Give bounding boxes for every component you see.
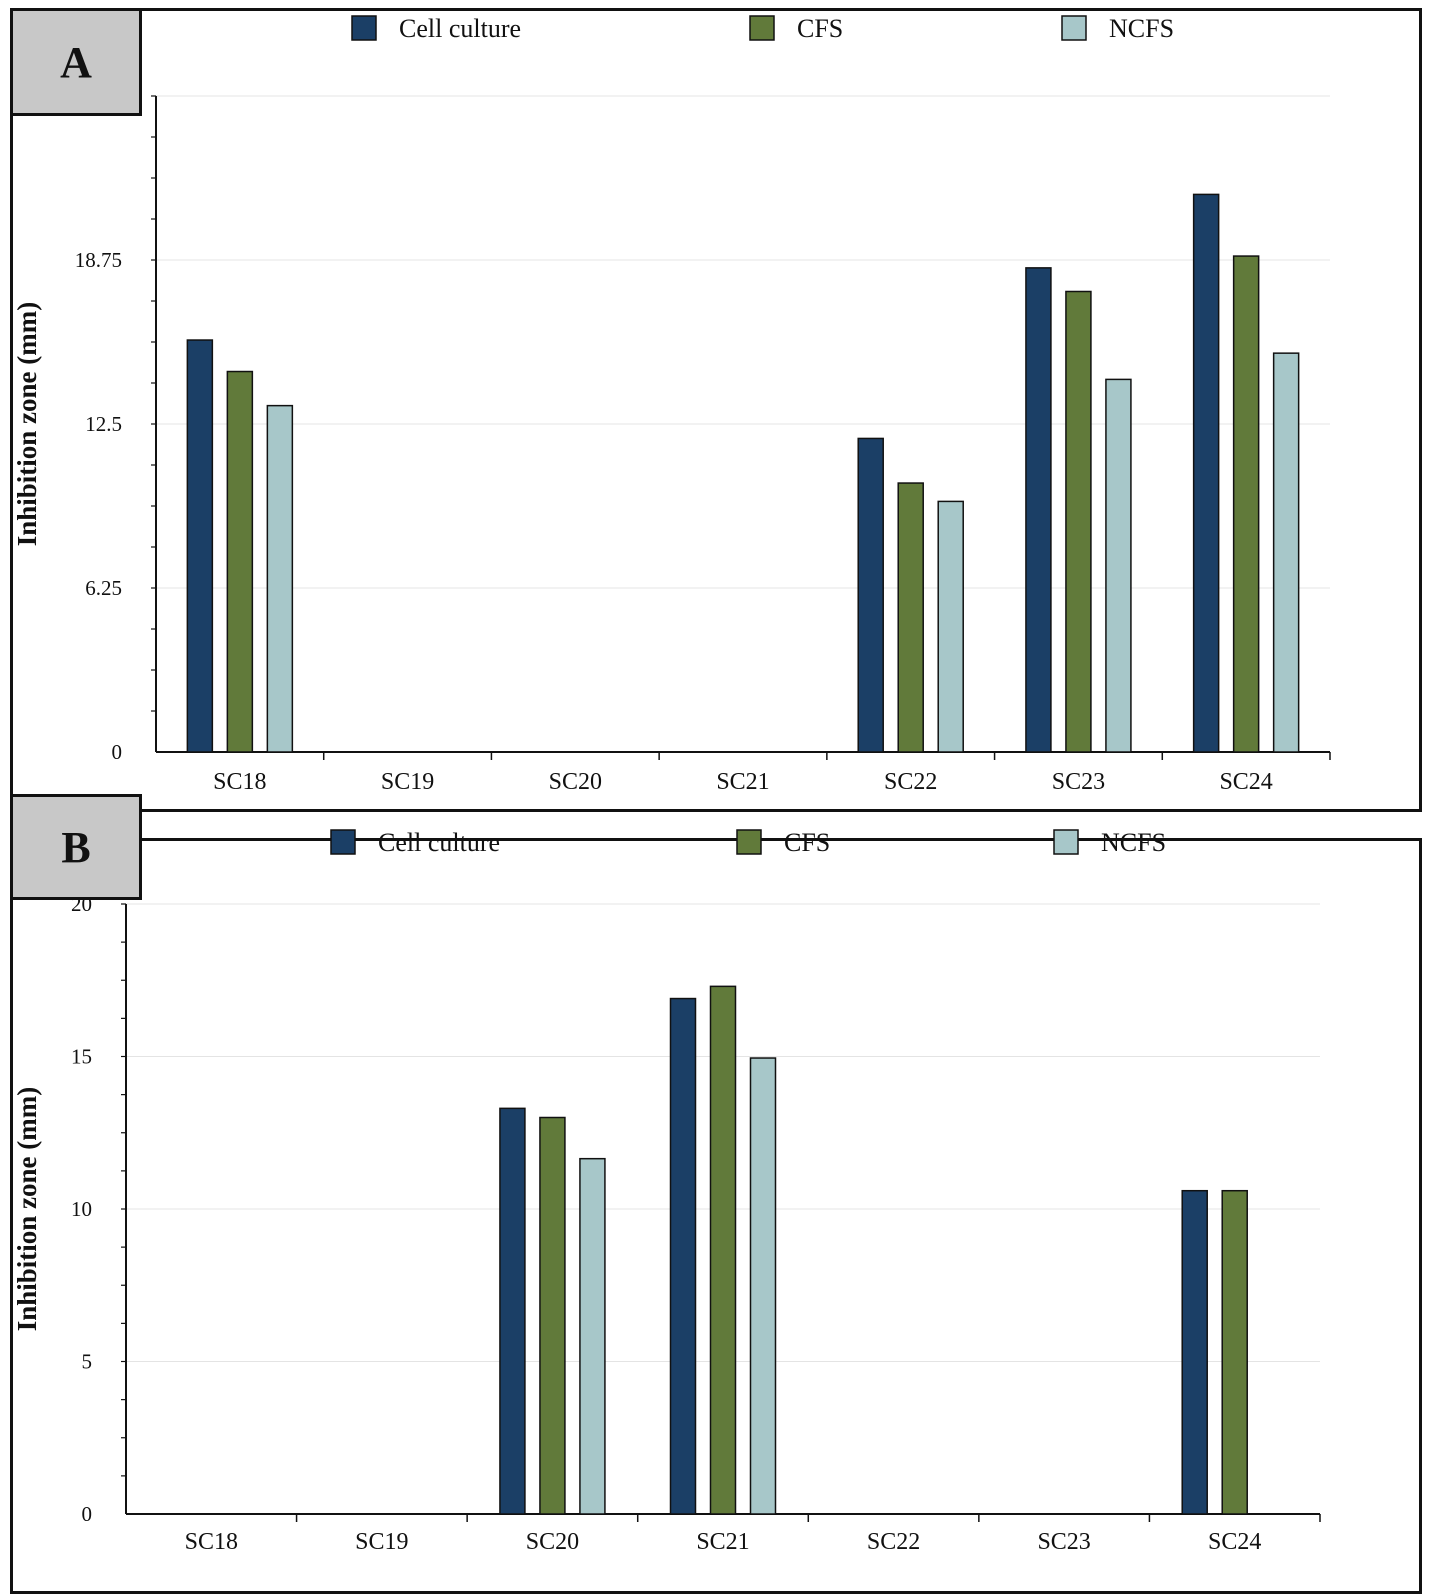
chart-a-bar-ncfs-sc18 xyxy=(266,404,294,753)
chart-b-category-label: SC23 xyxy=(1037,1529,1090,1555)
chart-a-y-tick-label: 12.5 xyxy=(85,412,122,436)
chart-b-category-label: SC19 xyxy=(355,1529,408,1555)
chart-b-category-label: SC21 xyxy=(696,1529,749,1555)
chart-a-legend-swatch-cell-culture xyxy=(351,15,377,41)
chart-a-bar-cell-culture-sc22 xyxy=(857,437,884,753)
chart-a-y-axis-title: Inhibition zone (mm) xyxy=(12,302,42,547)
chart-a-bar-cfs-sc24 xyxy=(1232,255,1260,753)
chart-a-bar-ncfs-sc23 xyxy=(1105,378,1132,753)
chart-a-y-tick-label: 0 xyxy=(112,740,123,764)
chart-a-bar-cell-culture-sc24 xyxy=(1192,193,1220,753)
chart-b-category-label: SC20 xyxy=(526,1529,579,1555)
chart-b-category-label: SC22 xyxy=(867,1529,920,1555)
chart-b-bar-cell-culture-sc21 xyxy=(669,997,697,1515)
chart-a-bar-ncfs-sc24 xyxy=(1272,352,1300,753)
chart-b-bar-cfs-sc20 xyxy=(539,1116,566,1515)
chart-b-y-tick-label: 15 xyxy=(71,1045,92,1069)
chart-b-y-tick-label: 0 xyxy=(82,1502,93,1526)
chart-b-legend-swatch-ncfs xyxy=(1053,829,1079,855)
chart-a-bar-cfs-sc22 xyxy=(897,482,924,753)
chart-b-y-tick-label: 10 xyxy=(71,1197,92,1221)
chart-a-bar-ncfs-sc22 xyxy=(937,500,964,753)
chart-a-category-label: SC21 xyxy=(716,769,769,795)
chart-a-category-label: SC20 xyxy=(549,769,602,795)
chart-b-category-label: SC18 xyxy=(185,1529,238,1555)
chart-a-bar-cfs-sc18 xyxy=(226,370,254,753)
chart-a-bar-cfs-sc23 xyxy=(1065,290,1092,753)
chart-b-legend-label: NCFS xyxy=(1101,828,1166,857)
chart-a-category-label: SC24 xyxy=(1219,769,1272,795)
chart-a-y-tick-label: 18.75 xyxy=(75,248,122,272)
chart-a-category-label: SC19 xyxy=(381,769,434,795)
chart-b-legend-label: CFS xyxy=(784,828,830,857)
chart-b-bar-ncfs-sc21 xyxy=(749,1057,777,1515)
panel-b-tag: B xyxy=(10,794,142,900)
chart-a-legend-swatch-ncfs xyxy=(1061,15,1087,41)
chart-b-bar-cfs-sc24 xyxy=(1221,1189,1248,1515)
chart-a-legend-swatch-cfs xyxy=(749,15,775,41)
chart-b-category-label: SC24 xyxy=(1208,1529,1261,1555)
chart-a-category-label: SC18 xyxy=(213,769,266,795)
chart-b-legend-label: Cell culture xyxy=(378,828,500,857)
chart-a-legend-label: NCFS xyxy=(1109,14,1174,43)
chart-b-bar-cfs-sc21 xyxy=(709,985,737,1515)
chart-a-legend-label: CFS xyxy=(797,14,843,43)
chart-b-legend-swatch-cell-culture xyxy=(330,829,356,855)
chart-a-legend-label: Cell culture xyxy=(399,14,521,43)
chart-b-y-axis-title: Inhibition zone (mm) xyxy=(12,1087,42,1332)
chart-a-category-label: SC22 xyxy=(884,769,937,795)
panel-a-tag: A xyxy=(10,8,142,116)
chart-b-bar-ncfs-sc20 xyxy=(579,1157,606,1515)
chart-b-bar-cell-culture-sc24 xyxy=(1181,1189,1208,1515)
chart-a-y-tick-label: 6.25 xyxy=(85,576,122,600)
chart-b-y-tick-label: 5 xyxy=(82,1350,93,1374)
chart-a-bar-cell-culture-sc23 xyxy=(1025,267,1052,753)
chart-b-bar-cell-culture-sc20 xyxy=(499,1107,526,1515)
chart-a-bar-cell-culture-sc18 xyxy=(186,339,214,753)
chart-a-category-label: SC23 xyxy=(1052,769,1105,795)
chart-b-legend-swatch-cfs xyxy=(736,829,762,855)
